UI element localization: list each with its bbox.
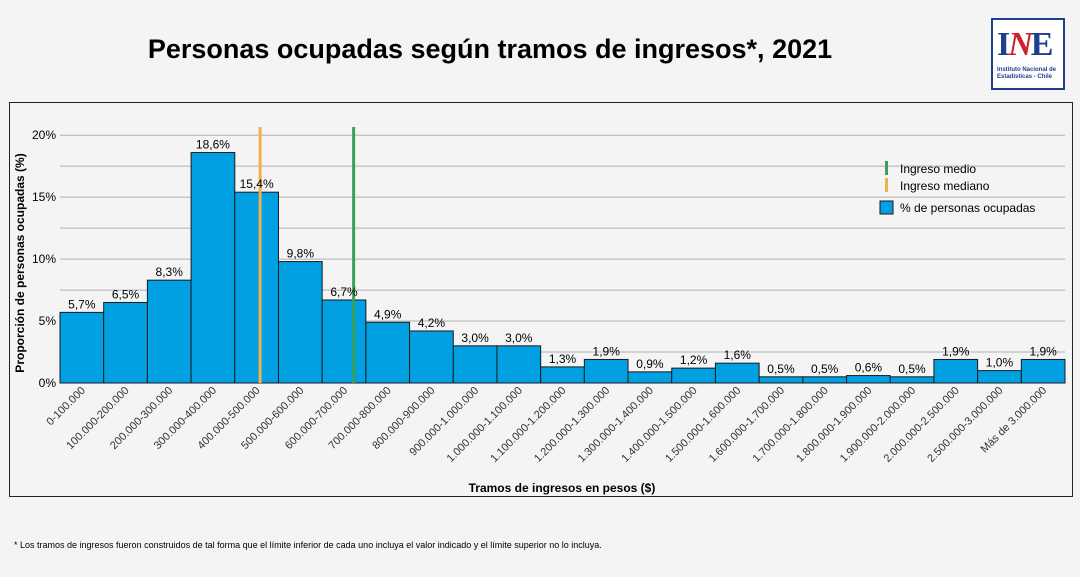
- legend-bar-label: % de personas ocupadas: [900, 201, 1035, 215]
- bar-value-label: 0,6%: [855, 361, 883, 375]
- bar-value-label: 1,6%: [724, 348, 752, 362]
- x-axis-ticks: 0-100.000100.000-200.000200.000-300.0003…: [44, 385, 1049, 465]
- bar-value-label: 8,3%: [156, 265, 184, 279]
- bar: [103, 301, 148, 384]
- bar-value-label: 4,2%: [418, 316, 446, 330]
- legend-median-label: Ingreso mediano: [900, 179, 990, 193]
- bar-value-label: 1,9%: [942, 344, 970, 358]
- bar: [714, 362, 760, 384]
- bar: [933, 358, 979, 384]
- bar-value-label: 0,5%: [767, 362, 795, 376]
- bar: [496, 345, 542, 384]
- bar: [146, 279, 192, 384]
- x-axis-label: Tramos de ingresos en pesos ($): [469, 481, 656, 495]
- bar-value-label: 18,6%: [196, 138, 230, 152]
- bar-value-label: 0,9%: [636, 357, 664, 371]
- y-tick-label: 10%: [32, 252, 56, 266]
- ine-logo-text: Instituto Nacional de Estadísticas - Chi…: [997, 67, 1057, 80]
- bar-value-label: 1,9%: [593, 344, 621, 358]
- bar-value-label: 1,0%: [986, 356, 1014, 370]
- x-tick-label: 1.700.000-1.800.000: [751, 385, 831, 465]
- bar-value-label: 0,5%: [811, 362, 839, 376]
- x-tick-label: 1.300.000-1.400.000: [576, 385, 656, 465]
- y-tick-label: 0%: [39, 376, 57, 390]
- x-tick-label: 2.000.000-2.500.000: [882, 385, 962, 465]
- x-tick-label: 1.800.000-1.900.000: [794, 385, 874, 465]
- bar: [758, 376, 804, 384]
- y-tick-label: 15%: [32, 190, 56, 204]
- x-tick-label: 2.500.000-3.000.000: [925, 385, 1005, 465]
- bar-value-label: 1,3%: [549, 352, 577, 366]
- bar: [234, 191, 279, 384]
- bar-value-label: 1,9%: [1029, 344, 1057, 358]
- bar-value-label: 3,0%: [461, 331, 489, 345]
- x-tick-label: 1.100.000-1.200.000: [488, 385, 568, 465]
- bar-value-label: 0,5%: [898, 362, 926, 376]
- bar: [583, 358, 629, 384]
- y-axis-ticks: 0% 5% 10% 15% 20%: [32, 128, 56, 390]
- x-tick-label: 1.900.000-2.000.000: [838, 385, 918, 465]
- bar: [321, 299, 367, 384]
- x-tick-label: 1.400.000-1.500.000: [619, 385, 699, 465]
- bar-value-label: 4,9%: [374, 307, 402, 321]
- x-tick-label: 1.500.000-1.600.000: [663, 385, 743, 465]
- chart-container: 0% 5% 10% 15% 20% 5,7% 6,5% 8,3% 18,6% 15,4% 9,8%…: [9, 102, 1073, 497]
- bar: [190, 152, 236, 384]
- chart-title: Personas ocupadas según tramos de ingres…: [147, 34, 833, 64]
- bar-value-label: 3,0%: [505, 331, 533, 345]
- legend-median-swatch: [885, 178, 888, 192]
- legend-bar-swatch: [879, 200, 894, 215]
- bar: [452, 345, 498, 384]
- footnote: * Los tramos de ingresos fueron construi…: [14, 540, 602, 550]
- reference-lines: [258, 127, 356, 383]
- x-tick-label: 1.600.000-1.700.000: [707, 385, 787, 465]
- bar: [1020, 358, 1066, 384]
- bar-value-label: 5,7%: [68, 297, 96, 311]
- legend: Ingreso medio Ingreso mediano % de persona…: [879, 161, 1035, 215]
- bar: [540, 366, 585, 384]
- bar: [671, 367, 716, 384]
- bar-value-label: 6,5%: [112, 287, 140, 301]
- bar: [977, 370, 1022, 384]
- ine-logo: INE Instituto Nacional de Estadísticas -…: [991, 18, 1065, 90]
- bar-value-label: 1,2%: [680, 353, 708, 367]
- bar-value-label: 15,4%: [240, 177, 274, 191]
- bar-value-label: 9,8%: [287, 247, 315, 261]
- y-axis-label: Proporción de personas ocupadas (%): [13, 153, 27, 372]
- bar: [277, 261, 323, 384]
- bar: [889, 376, 935, 384]
- bar: [59, 311, 105, 384]
- x-tick-label: 1.200.000-1.300.000: [532, 385, 612, 465]
- y-tick-label: 20%: [32, 128, 56, 142]
- bar-value-label: 6,7%: [330, 285, 358, 299]
- bars: [59, 152, 1066, 384]
- x-tick-label: 0-100.000: [44, 385, 88, 429]
- value-labels: 5,7% 6,5% 8,3% 18,6% 15,4% 9,8% 6,7% 4,9% 4,2% 3,…: [68, 138, 1057, 376]
- bar: [627, 371, 673, 384]
- bar: [802, 376, 848, 384]
- bar-chart: 0% 5% 10% 15% 20% 5,7% 6,5% 8,3% 18,6% 15,4% 9,8%…: [13, 127, 1066, 495]
- ine-logo-mark: INE: [997, 26, 1054, 63]
- bar: [409, 330, 454, 384]
- y-tick-label: 5%: [39, 314, 57, 328]
- bar: [365, 321, 411, 384]
- legend-mean-label: Ingreso medio: [900, 162, 976, 176]
- legend-mean-swatch: [885, 161, 888, 175]
- bar: [846, 375, 891, 384]
- x-tick-label: 1.000.000-1.100.000: [445, 385, 525, 465]
